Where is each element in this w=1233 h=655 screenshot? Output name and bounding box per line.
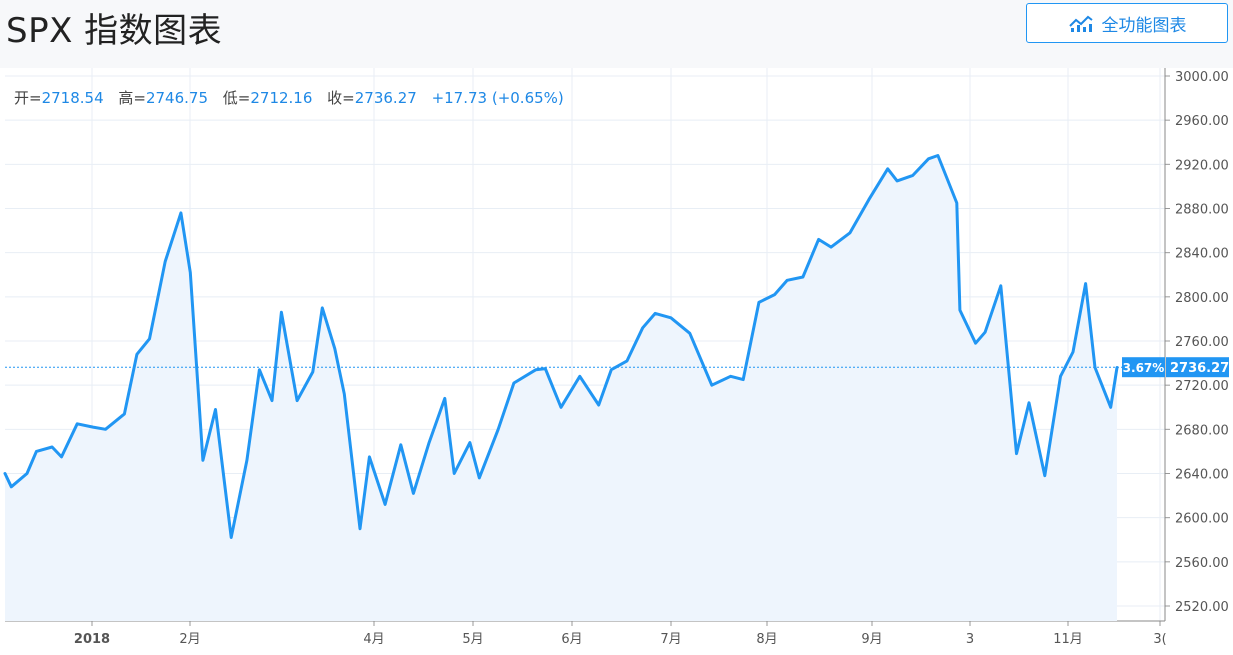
- full-chart-button[interactable]: 全功能图表: [1026, 3, 1228, 43]
- change-pct-badge: [1122, 357, 1165, 378]
- x-tick-label: 6月: [561, 632, 582, 647]
- x-tick-label: 5月: [462, 632, 483, 647]
- open-value: 2718.54: [41, 89, 104, 107]
- change-pct-label: 3.67%: [1123, 361, 1165, 375]
- y-tick-label: 2880.00: [1175, 203, 1229, 218]
- y-tick-label: 2960.00: [1175, 114, 1229, 129]
- chart-line-icon: [1068, 14, 1094, 32]
- chart-panel: 3000.00 2960.00 2920.00 2880.00 2840.00 2800.…: [0, 68, 1233, 655]
- price-line: [3, 154, 1119, 539]
- x-tick-label: 4月: [363, 632, 384, 647]
- high-label: 高=: [118, 89, 146, 107]
- full-chart-label: 全功能图表: [1101, 15, 1187, 35]
- x-tick-label: 7月: [660, 632, 681, 647]
- price-chart[interactable]: 3000.00 2960.00 2920.00 2880.00 2840.00 2800.…: [0, 68, 1233, 655]
- y-tick-label: 2760.00: [1175, 335, 1229, 350]
- x-tick-label: 9月: [861, 632, 882, 647]
- x-tick-label: 3(: [1153, 632, 1166, 647]
- y-tick-label: 2920.00: [1175, 158, 1229, 173]
- x-tick-label: 11月: [1053, 632, 1083, 647]
- x-tick-label: 2月: [179, 632, 200, 647]
- low-value: 2712.16: [250, 89, 313, 107]
- x-tick-label: 8月: [756, 632, 777, 647]
- y-tick-label: 2640.00: [1175, 468, 1229, 483]
- y-tick-label: 2560.00: [1175, 556, 1229, 571]
- price-area: [5, 155, 1117, 621]
- y-tick-label: 2720.00: [1175, 379, 1229, 394]
- x-tick-label: 3: [966, 632, 974, 647]
- change-value: +17.73 (+0.65%): [431, 89, 564, 107]
- x-tick-label: 2018: [74, 632, 110, 647]
- close-value: 2736.27: [354, 89, 417, 107]
- y-tick-label: 2520.00: [1175, 600, 1229, 615]
- last-price-badge: [1166, 357, 1229, 378]
- low-label: 低=: [222, 89, 251, 107]
- y-tick-label: 2600.00: [1175, 512, 1229, 527]
- last-price-label: 2736.27: [1170, 361, 1229, 376]
- y-tick-label: 2840.00: [1175, 247, 1229, 262]
- y-tick-label: 2800.00: [1175, 291, 1229, 306]
- high-value: 2746.75: [145, 89, 208, 107]
- y-tick-label: 2680.00: [1175, 423, 1229, 438]
- ohlc-readout: 开=2718.54 高=2746.75 低=2712.16 收=2736.27 …: [14, 87, 564, 108]
- y-tick-label: 3000.00: [1175, 70, 1229, 85]
- page-title: SPX 指数图表: [6, 11, 223, 51]
- open-label: 开=: [14, 89, 42, 107]
- close-label: 收=: [327, 89, 355, 107]
